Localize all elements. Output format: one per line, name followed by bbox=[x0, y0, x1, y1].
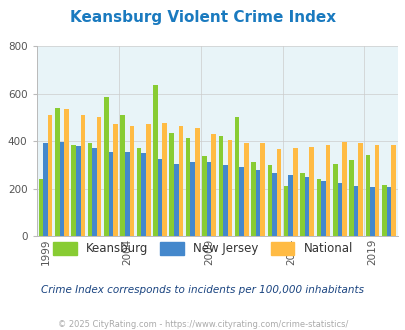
Bar bbox=[243, 144, 248, 236]
Bar bbox=[374, 145, 378, 236]
Bar bbox=[169, 133, 174, 236]
Bar bbox=[206, 162, 211, 236]
Bar bbox=[227, 140, 232, 236]
Bar bbox=[292, 148, 297, 236]
Bar bbox=[337, 182, 341, 236]
Text: Crime Index corresponds to incidents per 100,000 inhabitants: Crime Index corresponds to incidents per… bbox=[41, 285, 364, 295]
Bar bbox=[145, 124, 150, 236]
Bar bbox=[113, 124, 117, 236]
Bar bbox=[255, 170, 260, 236]
Bar bbox=[320, 182, 325, 236]
Bar bbox=[120, 115, 125, 236]
Bar bbox=[365, 155, 369, 236]
Bar bbox=[64, 109, 68, 236]
Bar bbox=[55, 108, 60, 236]
Bar bbox=[80, 115, 85, 236]
Text: Keansburg Violent Crime Index: Keansburg Violent Crime Index bbox=[70, 10, 335, 25]
Bar bbox=[353, 186, 358, 236]
Bar bbox=[129, 126, 134, 236]
Bar bbox=[267, 165, 271, 236]
Bar bbox=[390, 145, 395, 236]
Bar bbox=[141, 153, 145, 236]
Bar bbox=[185, 138, 190, 236]
Bar bbox=[332, 164, 337, 236]
Bar bbox=[218, 136, 222, 236]
Bar bbox=[386, 187, 390, 236]
Legend: Keansburg, New Jersey, National: Keansburg, New Jersey, National bbox=[48, 237, 357, 260]
Bar bbox=[304, 177, 309, 236]
Bar bbox=[162, 123, 166, 236]
Bar bbox=[109, 152, 113, 236]
Bar bbox=[271, 173, 276, 236]
Bar bbox=[316, 179, 320, 236]
Bar bbox=[358, 144, 362, 236]
Bar bbox=[348, 160, 353, 236]
Bar bbox=[104, 97, 109, 236]
Bar bbox=[381, 185, 386, 236]
Bar bbox=[239, 167, 243, 236]
Bar bbox=[251, 162, 255, 236]
Bar bbox=[369, 187, 374, 236]
Bar bbox=[174, 164, 178, 236]
Bar bbox=[202, 156, 206, 236]
Bar bbox=[194, 128, 199, 236]
Bar bbox=[71, 145, 76, 236]
Bar bbox=[76, 146, 80, 236]
Bar bbox=[234, 117, 239, 236]
Bar bbox=[341, 142, 346, 236]
Bar bbox=[125, 152, 129, 236]
Bar bbox=[300, 173, 304, 236]
Bar bbox=[38, 179, 43, 236]
Bar bbox=[222, 165, 227, 236]
Bar bbox=[288, 176, 292, 236]
Bar bbox=[260, 144, 264, 236]
Bar bbox=[60, 142, 64, 236]
Bar bbox=[283, 186, 288, 236]
Bar bbox=[309, 147, 313, 236]
Bar bbox=[97, 117, 101, 236]
Text: © 2025 CityRating.com - https://www.cityrating.com/crime-statistics/: © 2025 CityRating.com - https://www.city… bbox=[58, 320, 347, 329]
Bar bbox=[48, 115, 52, 236]
Bar bbox=[87, 144, 92, 236]
Bar bbox=[325, 145, 330, 236]
Bar bbox=[211, 134, 215, 236]
Bar bbox=[153, 85, 157, 236]
Bar bbox=[178, 126, 183, 236]
Bar bbox=[136, 148, 141, 236]
Bar bbox=[92, 148, 97, 236]
Bar bbox=[276, 149, 281, 236]
Bar bbox=[43, 144, 48, 236]
Bar bbox=[190, 162, 194, 236]
Bar bbox=[157, 159, 162, 236]
